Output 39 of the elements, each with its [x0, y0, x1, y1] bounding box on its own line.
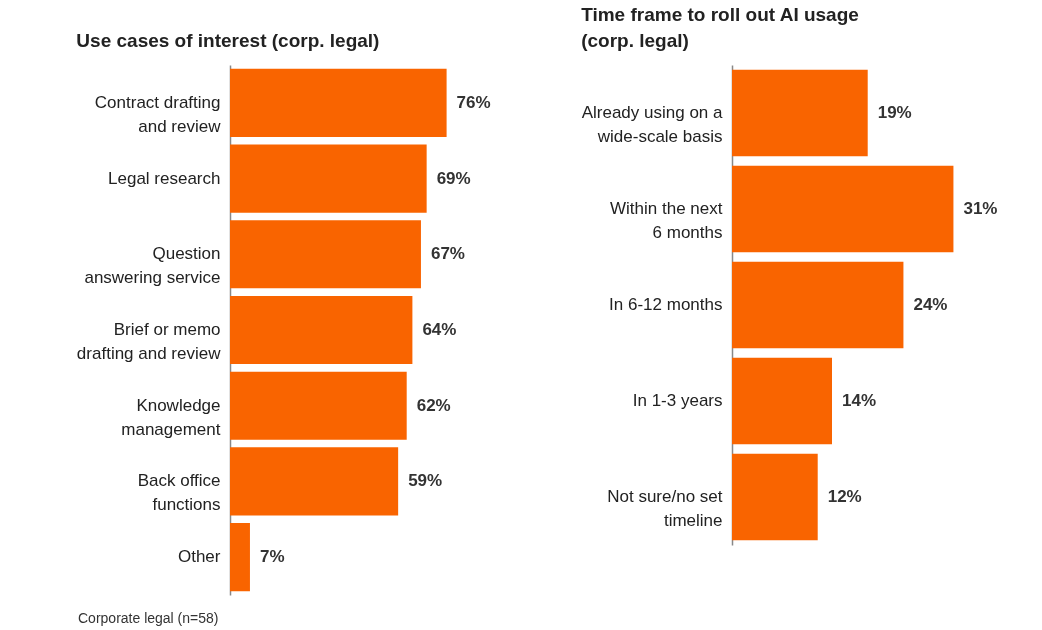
y-tick-label: Legal research [108, 168, 221, 188]
text: Corporate legal (n=58) [78, 610, 219, 626]
bar [732, 165, 954, 253]
data-label: 31% [963, 199, 998, 218]
y-tick-label: In 1-3 years [632, 391, 723, 410]
y-tick-label: Not sure/no set timeline [607, 487, 723, 530]
y-tick-label: Already using on a wide-scale basis [581, 103, 724, 146]
data-label: 62% [416, 395, 451, 415]
data-label: 67% [430, 244, 465, 264]
chart-title: Time frame to roll out AI usage (corp. legal) [581, 4, 859, 51]
chart-title: Use cases of interest (corp. legal) [76, 30, 380, 51]
bar [230, 144, 427, 213]
bar [230, 523, 250, 592]
bar [732, 69, 868, 157]
data-label: 14% [842, 391, 877, 410]
bar [230, 447, 399, 516]
bar [732, 261, 904, 349]
y-tick-label: Back office functions [137, 471, 221, 515]
data-label: 76% [456, 92, 491, 112]
bar [230, 220, 421, 289]
bar [230, 68, 447, 137]
data-label: 24% [913, 295, 948, 314]
bar [230, 295, 413, 365]
data-label: 64% [422, 320, 457, 339]
data-label: 59% [408, 471, 443, 491]
y-tick-label: Brief or memo drafting and review [76, 320, 222, 363]
bar [230, 371, 407, 440]
y-tick-label: Other [177, 547, 221, 567]
bar [732, 453, 818, 541]
y-tick-label: Question answering service [84, 244, 221, 288]
data-label: 69% [436, 168, 471, 188]
bar [732, 357, 832, 445]
y-tick-label: In 6-12 months [609, 295, 723, 314]
y-tick-label: Knowledge management [121, 395, 221, 439]
data-label: 7% [259, 547, 285, 567]
data-label: 12% [827, 487, 862, 506]
y-tick-label: Within the next 6 months [610, 199, 723, 242]
data-label: 19% [877, 103, 912, 122]
y-tick-label: Contract drafting and review [94, 92, 222, 136]
